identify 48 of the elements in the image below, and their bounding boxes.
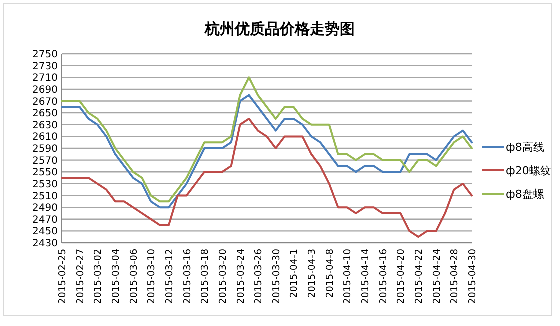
- x-tick-label: 2015-03-26: [254, 249, 265, 304]
- x-tick-label: 2015-04-10: [342, 249, 354, 304]
- y-tick-label: 2490: [32, 203, 58, 214]
- x-tick-label: 2015-03-12: [164, 249, 176, 304]
- x-tick-label: 2015-03-02: [93, 249, 104, 304]
- x-tick-label: 2015-02-25: [58, 249, 68, 304]
- x-tick-label: 2015-04-30: [468, 249, 478, 304]
- x-tick-label: 2015-04-14: [360, 249, 372, 304]
- y-tick-label: 2670: [32, 96, 58, 108]
- x-tick-label: 2015-03-18: [200, 249, 212, 304]
- x-tick-label: 2015-03-24: [236, 249, 247, 304]
- y-tick-label: 2750: [32, 50, 58, 60]
- legend-label: ф8高线: [506, 141, 544, 154]
- x-tick-label: 2015-03-30: [271, 249, 282, 304]
- x-tick-label: 2015-04-3: [307, 249, 318, 298]
- y-tick-label: 2610: [32, 132, 58, 144]
- x-tick-label: 2015-03-20: [218, 249, 229, 304]
- line-series: [61, 94, 473, 209]
- x-tick-label: 2015-03-04: [110, 249, 122, 304]
- y-tick-label: 2630: [32, 120, 58, 132]
- y-tick-label: 2430: [32, 238, 58, 250]
- x-tick-label: 2015-04-16: [378, 249, 390, 304]
- x-tick-label: 2015-04-22: [414, 249, 426, 304]
- x-tick-label: 2015-04-8: [324, 249, 336, 298]
- y-tick-label: 2590: [32, 144, 58, 155]
- y-tick-label: 2550: [32, 168, 58, 179]
- line-series: [61, 76, 473, 203]
- y-tick-label: 2650: [32, 108, 58, 120]
- line-series: [61, 118, 473, 238]
- x-tick-label: 2015-03-10: [146, 249, 158, 304]
- x-tick-label: 2015-03-16: [182, 249, 194, 304]
- x-tick-label: 2015-04-28: [450, 249, 461, 304]
- x-tick-label: 2015-04-20: [396, 249, 408, 304]
- y-tick-label: 2710: [32, 73, 58, 84]
- chart-title: 杭州优质品价格走势图: [204, 20, 355, 38]
- y-tick-label: 2450: [32, 226, 58, 238]
- legend-label: ф20螺纹: [506, 164, 552, 178]
- x-tick-label: 2015-03-06: [128, 249, 140, 304]
- y-tick-label: 2470: [32, 214, 58, 226]
- y-tick-label: 2570: [32, 156, 58, 167]
- x-tick-label: 2015-04-24: [432, 249, 443, 304]
- x-tick-label: 2015-02-27: [75, 249, 86, 304]
- y-tick-label: 2690: [32, 84, 58, 96]
- y-tick-label: 2530: [32, 179, 58, 190]
- legend-label: ф8盘螺: [506, 188, 544, 201]
- y-tick-label: 2510: [32, 191, 58, 202]
- y-tick-label: 2730: [32, 61, 58, 72]
- x-tick-label: 2015-04-1: [289, 249, 300, 298]
